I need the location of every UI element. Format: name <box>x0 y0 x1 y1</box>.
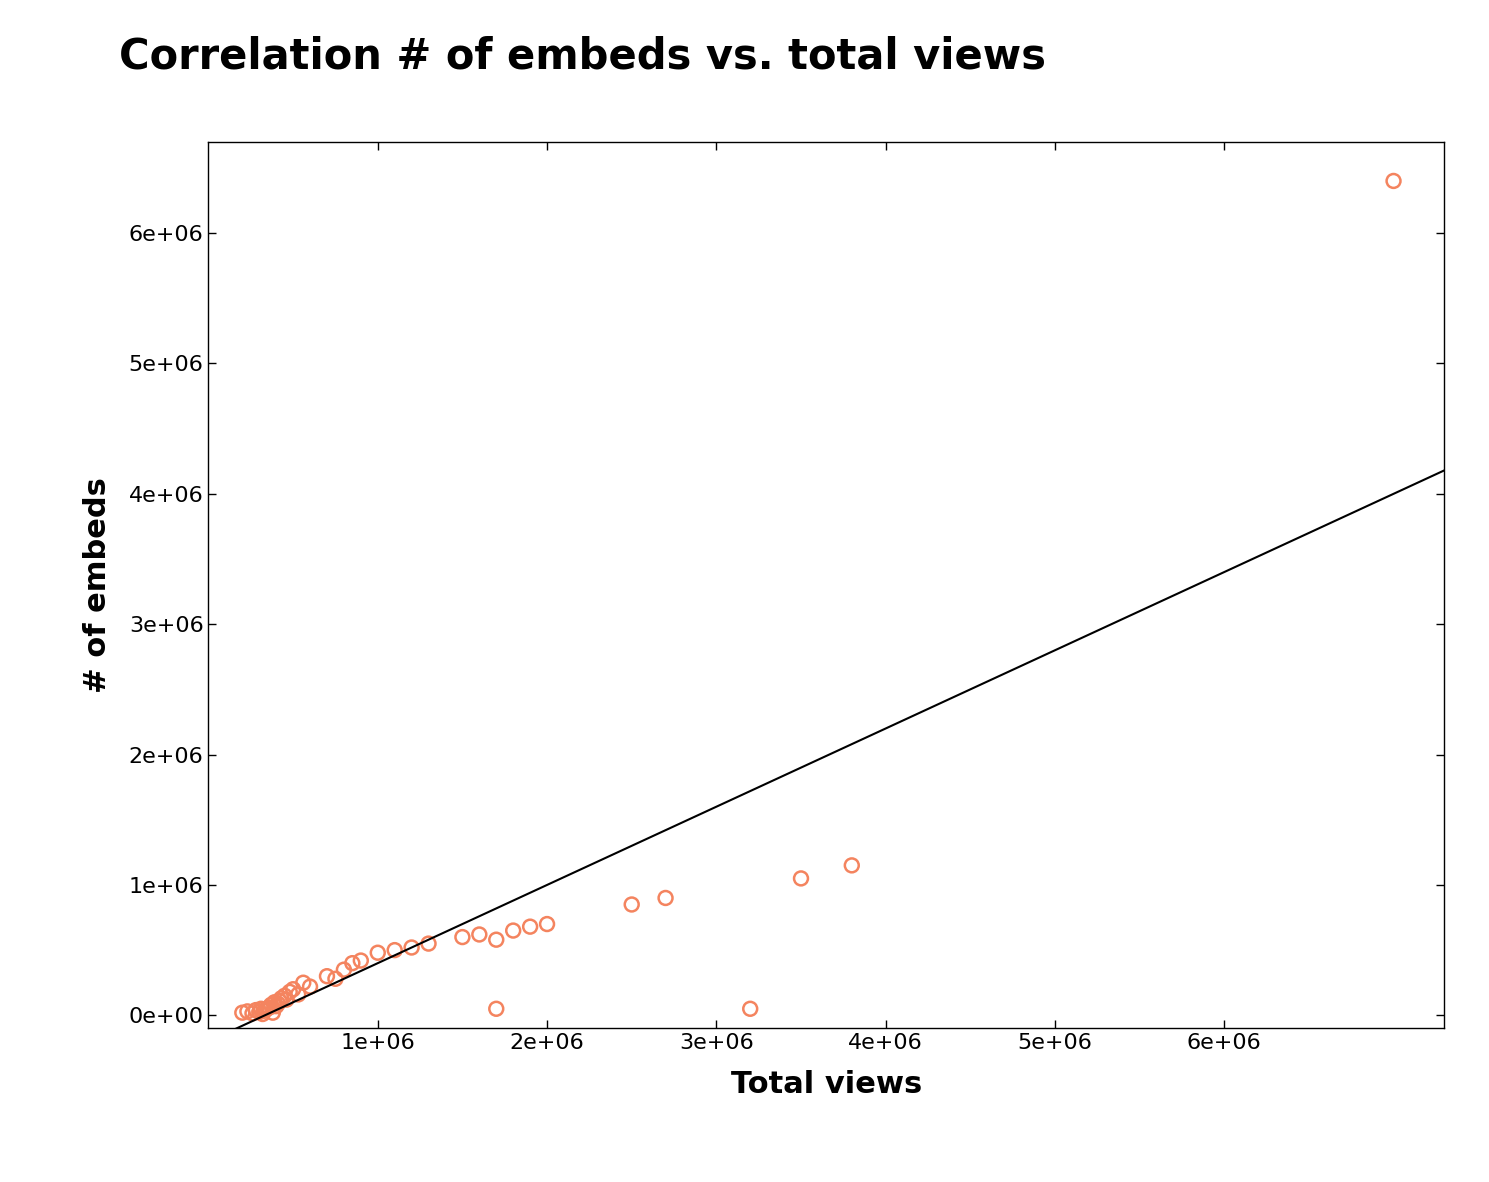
Point <box>332 960 356 979</box>
Point <box>341 954 365 973</box>
Point <box>789 869 813 888</box>
Point <box>264 996 287 1015</box>
Point <box>261 1004 284 1022</box>
Point <box>268 992 292 1011</box>
Point <box>270 989 293 1008</box>
X-axis label: Total views: Total views <box>731 1070 922 1099</box>
Point <box>262 993 286 1012</box>
Point <box>292 973 316 992</box>
Point <box>654 889 677 908</box>
Point <box>281 980 305 999</box>
Point <box>249 999 272 1018</box>
Y-axis label: # of embeds: # of embeds <box>83 478 112 693</box>
Point <box>250 1005 274 1024</box>
Point <box>518 917 542 936</box>
Point <box>399 939 423 957</box>
Point <box>286 985 310 1004</box>
Point <box>231 1004 255 1022</box>
Point <box>316 967 339 986</box>
Point <box>739 999 762 1018</box>
Point <box>468 926 491 944</box>
Point <box>256 999 280 1018</box>
Point <box>258 998 281 1017</box>
Point <box>278 982 302 1001</box>
Point <box>253 1001 277 1020</box>
Point <box>298 978 322 996</box>
Text: Correlation # of embeds vs. total views: Correlation # of embeds vs. total views <box>119 35 1047 78</box>
Point <box>502 921 526 940</box>
Point <box>259 995 283 1014</box>
Point <box>272 986 296 1005</box>
Point <box>484 999 508 1018</box>
Point <box>840 856 864 875</box>
Point <box>255 1000 278 1019</box>
Point <box>417 934 441 953</box>
Point <box>348 952 372 970</box>
Point <box>244 1001 268 1020</box>
Point <box>366 943 390 962</box>
Point <box>383 941 406 960</box>
Point <box>619 895 643 914</box>
Point <box>323 969 347 988</box>
Point <box>241 1004 265 1022</box>
Point <box>535 915 558 934</box>
Point <box>1382 171 1406 190</box>
Point <box>267 994 290 1013</box>
Point <box>274 991 298 1009</box>
Point <box>484 930 508 949</box>
Point <box>235 1002 259 1021</box>
Point <box>247 1002 271 1021</box>
Point <box>451 928 475 947</box>
